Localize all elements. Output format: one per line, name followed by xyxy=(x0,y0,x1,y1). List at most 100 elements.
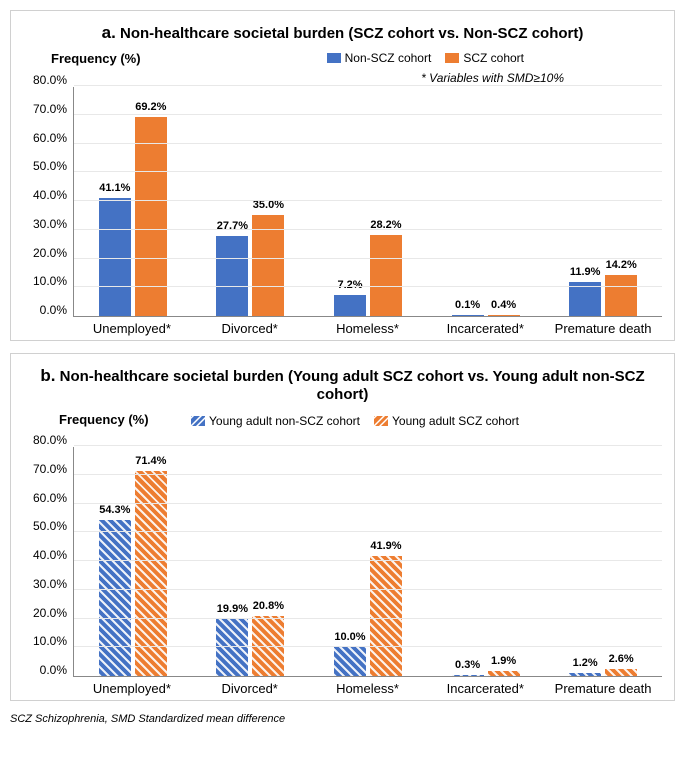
gridline xyxy=(74,589,662,590)
x-category-label: Incarcerated* xyxy=(426,681,544,696)
bar-value-label: 19.9% xyxy=(217,603,248,615)
gridline xyxy=(74,445,662,446)
gridline xyxy=(74,503,662,504)
gridline xyxy=(74,531,662,532)
x-category-label: Unemployed* xyxy=(73,321,191,336)
chart-a-legend: Non-SCZ cohort SCZ cohort xyxy=(327,51,524,65)
bar: 19.9% xyxy=(216,619,248,676)
bar-value-label: 27.7% xyxy=(217,220,248,232)
swatch-icon xyxy=(327,53,341,63)
x-category-label: Divorced* xyxy=(191,681,309,696)
chart-b-plot: 54.3%71.4%19.9%20.8%10.0%41.9%0.3%1.9%1.… xyxy=(73,447,662,677)
x-category-label: Homeless* xyxy=(309,681,427,696)
legend-item: SCZ cohort xyxy=(445,51,524,65)
swatch-hatch-icon xyxy=(374,416,388,426)
x-category-label: Unemployed* xyxy=(73,681,191,696)
legend-item: Young adult non-SCZ cohort xyxy=(191,414,360,428)
chart-a-plot: 41.1%69.2%27.7%35.0%7.2%28.2%0.1%0.4%11.… xyxy=(73,87,662,317)
panel-letter-a: a. xyxy=(102,23,116,42)
chart-b-title-text: Non-healthcare societal burden (Young ad… xyxy=(60,368,645,403)
bar: 27.7% xyxy=(216,236,248,316)
legend-label: Young adult SCZ cohort xyxy=(392,414,519,428)
chart-b-ylabel: Frequency (%) xyxy=(59,412,149,427)
bar-value-label: 11.9% xyxy=(570,266,601,278)
bar-group: 11.9%14.2% xyxy=(569,275,637,316)
bar: 0.4% xyxy=(488,315,520,316)
bar-value-label: 0.1% xyxy=(455,299,480,311)
panel-letter-b: b. xyxy=(40,366,55,385)
bar-value-label: 2.6% xyxy=(609,653,634,665)
chart-a-note: * Variables with SMD≥10% xyxy=(421,71,564,85)
gridline xyxy=(74,114,662,115)
swatch-icon xyxy=(445,53,459,63)
gridline xyxy=(74,229,662,230)
x-category-label: Premature death xyxy=(544,681,662,696)
bar: 35.0% xyxy=(252,215,284,316)
bar: 1.9% xyxy=(488,671,520,676)
bar-value-label: 10.0% xyxy=(334,631,365,643)
gridline xyxy=(74,646,662,647)
bar-group: 7.2%28.2% xyxy=(334,235,402,316)
bar-value-label: 1.2% xyxy=(573,657,598,669)
gridline xyxy=(74,474,662,475)
bar: 2.6% xyxy=(605,669,637,676)
bar: 1.2% xyxy=(569,673,601,676)
legend-item: Young adult SCZ cohort xyxy=(374,414,519,428)
gridline xyxy=(74,560,662,561)
figure-footnote: SCZ Schizophrenia, SMD Standardized mean… xyxy=(10,713,675,725)
bar-group: 0.3% 1.9% xyxy=(452,671,520,676)
chart-a-panel: a. Non-healthcare societal burden (SCZ c… xyxy=(10,10,675,341)
x-category-label: Incarcerated* xyxy=(426,321,544,336)
bar-group: 27.7%35.0% xyxy=(216,215,284,316)
x-category-label: Divorced* xyxy=(191,321,309,336)
gridline xyxy=(74,200,662,201)
chart-b-xlabels: Unemployed*Divorced*Homeless*Incarcerate… xyxy=(73,681,662,696)
gridline xyxy=(74,171,662,172)
bar-value-label: 41.9% xyxy=(370,540,401,552)
chart-b-groups: 54.3%71.4%19.9%20.8%10.0%41.9%0.3%1.9%1.… xyxy=(74,447,662,676)
chart-a-xlabels: Unemployed*Divorced*Homeless*Incarcerate… xyxy=(73,321,662,336)
chart-a-ylabel: Frequency (%) xyxy=(51,51,141,66)
bar-value-label: 1.9% xyxy=(491,655,516,667)
bar: 0.1% xyxy=(452,315,484,316)
legend-label: Young adult non-SCZ cohort xyxy=(209,414,360,428)
bar: 41.9% xyxy=(370,556,402,676)
bar-value-label: 14.2% xyxy=(606,259,637,271)
chart-b-title: b. Non-healthcare societal burden (Young… xyxy=(23,366,662,403)
bar-value-label: 54.3% xyxy=(99,504,130,516)
chart-b-panel: b. Non-healthcare societal burden (Young… xyxy=(10,353,675,701)
gridline xyxy=(74,143,662,144)
chart-a-plot-wrap: 0.0%10.0%20.0%30.0%40.0%50.0%60.0%70.0%8… xyxy=(23,87,662,317)
gridline xyxy=(74,618,662,619)
x-category-label: Homeless* xyxy=(309,321,427,336)
chart-a-title: a. Non-healthcare societal burden (SCZ c… xyxy=(23,23,662,43)
bar-value-label: 0.4% xyxy=(491,299,516,311)
legend-label: SCZ cohort xyxy=(463,51,524,65)
bar-value-label: 20.8% xyxy=(253,600,284,612)
chart-b-plot-wrap: 0.0%10.0%20.0%30.0%40.0%50.0%60.0%70.0%8… xyxy=(23,447,662,677)
gridline xyxy=(74,286,662,287)
gridline xyxy=(74,85,662,86)
chart-b-yaxis: 0.0%10.0%20.0%30.0%40.0%50.0%60.0%70.0%8… xyxy=(23,447,73,677)
swatch-hatch-icon xyxy=(191,416,205,426)
chart-b-legend: Young adult non-SCZ cohort Young adult S… xyxy=(191,414,519,428)
bar-group: 0.1% 0.4% xyxy=(452,315,520,316)
chart-a-title-text: Non-healthcare societal burden (SCZ coho… xyxy=(120,25,583,42)
bar: 10.0% xyxy=(334,647,366,676)
x-category-label: Premature death xyxy=(544,321,662,336)
bar-group: 1.2% 2.6% xyxy=(569,669,637,676)
legend-item: Non-SCZ cohort xyxy=(327,51,432,65)
bar-value-label: 0.3% xyxy=(455,659,480,671)
chart-a-groups: 41.1%69.2%27.7%35.0%7.2%28.2%0.1%0.4%11.… xyxy=(74,87,662,316)
legend-label: Non-SCZ cohort xyxy=(345,51,432,65)
bar: 7.2% xyxy=(334,295,366,316)
bar-value-label: 41.1% xyxy=(99,182,130,194)
bar-value-label: 35.0% xyxy=(253,199,284,211)
bar-group: 10.0%41.9% xyxy=(334,556,402,676)
bar-value-label: 71.4% xyxy=(135,455,166,467)
bar: 0.3% xyxy=(452,675,484,676)
bar-value-label: 69.2% xyxy=(135,101,166,113)
chart-a-yaxis: 0.0%10.0%20.0%30.0%40.0%50.0%60.0%70.0%8… xyxy=(23,87,73,317)
bar: 28.2% xyxy=(370,235,402,316)
gridline xyxy=(74,258,662,259)
